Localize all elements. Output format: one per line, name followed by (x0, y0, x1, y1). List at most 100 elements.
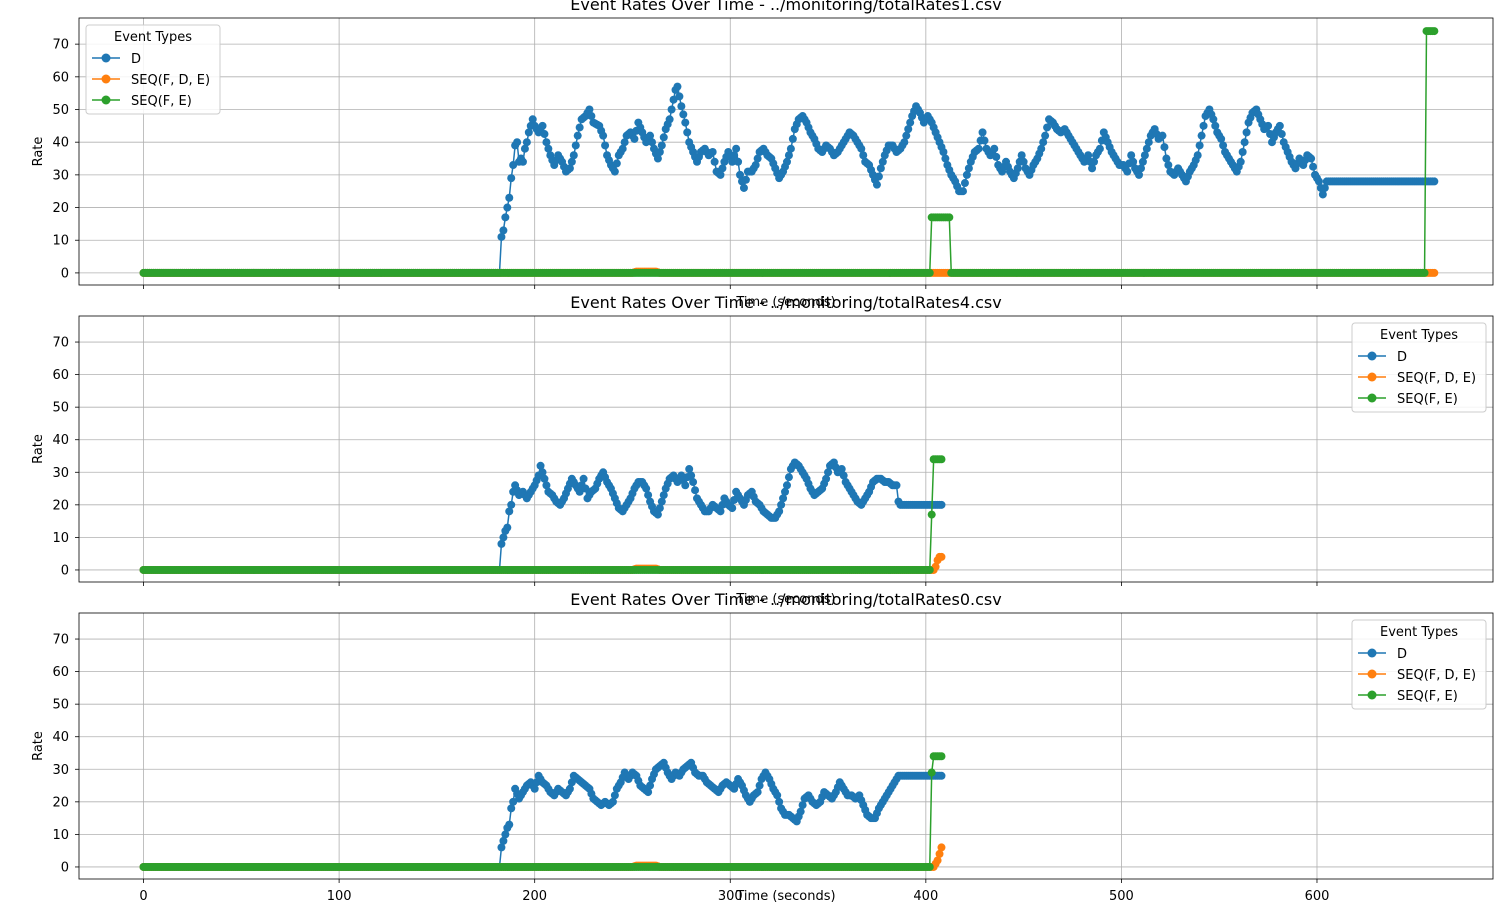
x-tick-label: 600 (1305, 889, 1330, 904)
data-point (1264, 121, 1273, 130)
data-point (960, 179, 969, 188)
data-point (679, 110, 688, 119)
series-line (143, 755, 942, 868)
data-point (507, 174, 516, 183)
data-point (599, 131, 608, 140)
data-point (571, 141, 580, 150)
data-point (1123, 167, 1132, 176)
data-point (964, 164, 973, 173)
series-seq-f-e (139, 455, 946, 574)
data-point (501, 213, 510, 222)
data-point (573, 131, 582, 140)
data-point (1162, 154, 1171, 163)
data-point (1039, 138, 1048, 147)
data-point (775, 507, 784, 516)
data-point (505, 820, 514, 829)
data-point (1430, 268, 1439, 277)
data-point (669, 95, 678, 104)
data-point (1127, 151, 1136, 160)
data-point (937, 752, 946, 761)
data-point (718, 164, 727, 173)
data-point (974, 144, 983, 153)
legend-marker (101, 95, 111, 105)
data-point (575, 123, 584, 132)
data-point (540, 474, 549, 483)
data-point (1242, 128, 1251, 137)
legend-entry: D (1397, 350, 1407, 365)
legend-marker (101, 74, 111, 84)
y-tick-label: 40 (52, 730, 69, 745)
data-point (569, 151, 578, 160)
y-tick-label: 10 (52, 828, 69, 843)
y-tick-label: 50 (52, 401, 69, 416)
data-point (1144, 138, 1153, 147)
data-point (1307, 154, 1316, 163)
axes-frame (78, 315, 1494, 583)
data-point (837, 465, 846, 474)
data-point (540, 130, 549, 139)
legend-marker (1367, 372, 1377, 382)
data-point (536, 461, 545, 470)
data-point (612, 159, 621, 168)
data-point (782, 481, 791, 490)
data-point (1240, 138, 1249, 147)
data-point (1160, 143, 1169, 152)
data-point (1320, 183, 1329, 192)
data-point (958, 187, 967, 196)
y-tick-label: 20 (52, 498, 69, 513)
data-point (507, 500, 516, 509)
x-tick-label: 400 (913, 889, 938, 904)
data-point (499, 533, 508, 542)
data-point (857, 144, 866, 153)
legend-entry: SEQ(F, D, E) (1397, 668, 1476, 683)
y-tick-label: 20 (52, 201, 69, 216)
data-point (1275, 121, 1284, 130)
data-point (900, 138, 909, 147)
y-tick-label: 60 (52, 368, 69, 383)
data-point (1199, 121, 1208, 130)
data-point (646, 131, 655, 140)
data-point (659, 491, 668, 500)
data-point (753, 154, 762, 163)
legend-entry: SEQ(F, E) (1397, 392, 1458, 407)
data-point (538, 121, 547, 130)
data-point (716, 170, 725, 179)
data-point (937, 500, 946, 509)
y-tick-label: 70 (52, 633, 69, 648)
x-tick-label: 500 (1109, 889, 1134, 904)
data-point (503, 203, 512, 212)
y-tick-label: 0 (61, 860, 69, 875)
data-point (784, 151, 793, 160)
data-point (980, 136, 989, 145)
data-point (931, 562, 940, 571)
data-point (937, 771, 946, 780)
data-point (962, 170, 971, 179)
data-point (642, 484, 651, 493)
data-point (1420, 268, 1429, 277)
data-point (1140, 151, 1149, 160)
series-d (139, 458, 946, 574)
data-point (1238, 147, 1247, 156)
axes-frame (78, 17, 1494, 286)
data-point (665, 115, 674, 124)
data-point (522, 138, 531, 147)
data-point (1277, 130, 1286, 139)
series-d (139, 82, 1439, 277)
data-point (1314, 177, 1323, 186)
data-point (1219, 141, 1228, 150)
series-seq-f-e (139, 752, 946, 871)
data-point (620, 138, 629, 147)
data-point (1236, 157, 1245, 166)
x-tick-label: 0 (139, 889, 147, 904)
y-tick-label: 30 (52, 168, 69, 183)
legend-entry: SEQ(F, D, E) (131, 73, 210, 88)
data-point (781, 487, 790, 496)
y-tick-label: 30 (52, 763, 69, 778)
data-point (1019, 157, 1028, 166)
y-tick-label: 70 (52, 38, 69, 53)
